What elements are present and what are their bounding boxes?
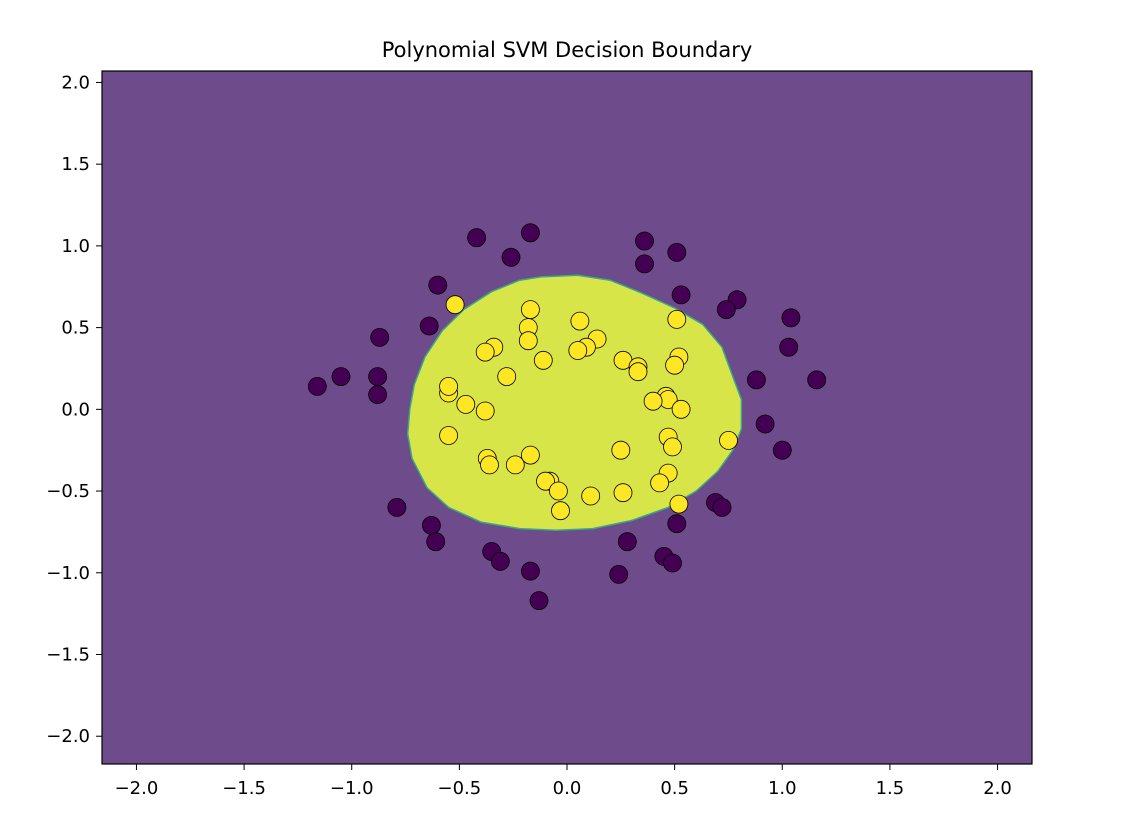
point-class1-33 [480, 455, 499, 475]
point-class1-16 [628, 362, 648, 382]
point-class0-32 [663, 553, 682, 573]
point-class0-0 [467, 228, 487, 248]
y-axis: −2.0 −1.5 −1.0 −0.5 0.0 0.5 1.0 1.5 2.0 [46, 72, 102, 747]
y-tick-label-4: 0.0 [61, 399, 90, 420]
point-class0-1 [521, 223, 540, 243]
point-class1-10 [568, 341, 588, 360]
point-class1-40 [613, 483, 633, 503]
point-class0-15 [368, 367, 388, 387]
point-class1-39 [549, 481, 568, 501]
point-class1-3 [667, 309, 687, 329]
x-tick-label-1: −1.5 [222, 778, 266, 799]
point-class1-30 [611, 440, 631, 460]
point-class1-34 [505, 455, 525, 475]
point-class0-9 [716, 300, 736, 320]
point-class0-31 [490, 551, 510, 571]
point-class1-5 [518, 331, 538, 351]
point-class0-35 [529, 591, 549, 610]
point-class0-2 [501, 247, 521, 267]
point-class1-31 [521, 445, 540, 465]
point-class0-21 [772, 440, 792, 460]
point-class0-11 [419, 316, 439, 336]
point-class1-42 [669, 494, 689, 514]
x-tick-label-3: −0.5 [438, 778, 482, 799]
point-class1-26 [439, 426, 459, 445]
x-tick-label-5: 0.5 [660, 778, 689, 799]
point-class1-41 [581, 486, 601, 506]
y-tick-label-7: 1.5 [61, 154, 90, 175]
point-class0-26 [667, 514, 687, 534]
point-class0-34 [609, 565, 629, 584]
point-class1-37 [536, 471, 555, 491]
point-class0-27 [426, 532, 446, 552]
point-class1-38 [650, 473, 669, 493]
point-class0-20 [755, 414, 775, 434]
point-class1-9 [475, 342, 495, 362]
point-class1-29 [663, 437, 682, 457]
point-class0-33 [521, 561, 540, 581]
point-class0-16 [807, 370, 827, 390]
point-class0-25 [421, 516, 441, 535]
point-class1-15 [665, 355, 684, 375]
point-class1-1 [521, 300, 540, 320]
point-class1-11 [533, 350, 553, 370]
point-class0-24 [712, 497, 732, 517]
y-tick-label-5: 0.5 [61, 318, 90, 339]
point-class0-3 [635, 231, 654, 251]
point-class0-22 [387, 497, 407, 517]
point-class1-2 [570, 311, 590, 331]
point-class1-27 [719, 430, 738, 450]
point-class0-13 [779, 337, 799, 357]
chart-title: Polynomial SVM Decision Boundary [382, 38, 753, 62]
point-class0-28 [617, 532, 637, 552]
point-class0-7 [671, 285, 691, 305]
point-class0-6 [428, 275, 448, 295]
point-class1-19 [439, 376, 459, 396]
point-class0-5 [635, 254, 654, 274]
y-tick-label-1: −1.5 [46, 644, 90, 665]
y-tick-label-6: 1.0 [61, 236, 90, 257]
x-tick-label-7: 1.5 [876, 778, 905, 799]
x-tick-label-8: 2.0 [983, 778, 1012, 799]
point-class1-25 [475, 401, 495, 421]
point-class0-14 [331, 367, 351, 387]
y-tick-label-0: −2.0 [46, 726, 90, 747]
y-tick-label-3: −0.5 [46, 481, 90, 502]
point-class0-19 [368, 385, 388, 405]
plot-area [101, 70, 1033, 765]
point-class1-22 [643, 391, 663, 411]
point-class1-0 [445, 295, 465, 315]
y-tick-label-8: 2.0 [61, 72, 90, 93]
y-tick-label-2: −1.0 [46, 563, 90, 584]
point-class1-23 [456, 394, 476, 414]
point-class0-12 [370, 327, 390, 347]
x-axis: −2.0 −1.5 −1.0 −0.5 0.0 0.5 1.0 1.5 2.0 [115, 764, 1012, 799]
x-tick-label-4: 0.0 [553, 778, 582, 799]
point-class1-24 [671, 399, 691, 419]
point-class1-43 [551, 501, 570, 521]
x-tick-label-2: −1.0 [330, 778, 374, 799]
point-class1-17 [497, 367, 517, 387]
point-class0-18 [307, 376, 327, 396]
point-class0-4 [667, 242, 687, 262]
x-tick-label-6: 1.0 [768, 778, 797, 799]
x-tick-label-0: −2.0 [115, 778, 159, 799]
point-class0-17 [747, 370, 766, 390]
point-class0-10 [781, 308, 801, 328]
